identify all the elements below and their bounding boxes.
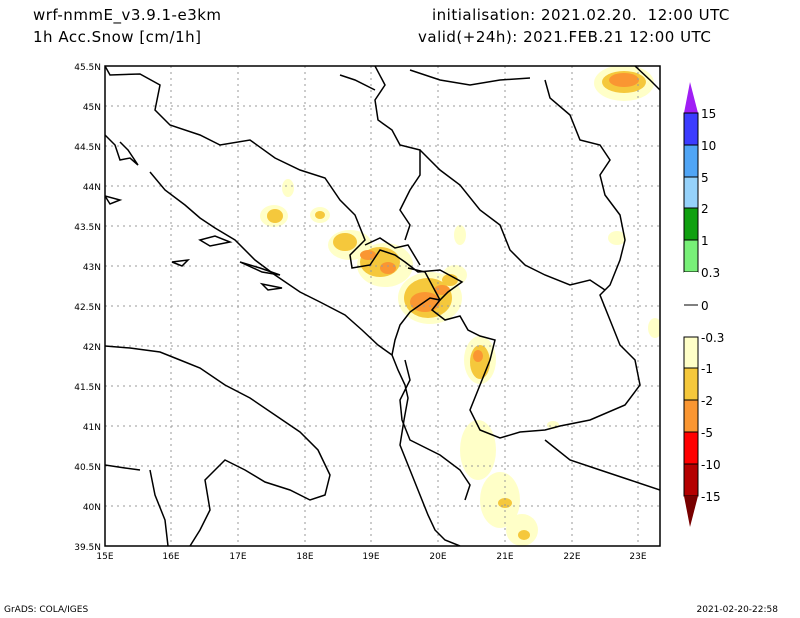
lat-tick: 42N xyxy=(83,343,101,353)
colorbar-label: 10 xyxy=(701,139,716,153)
lat-tick: 44N xyxy=(83,183,101,193)
coastlines xyxy=(105,66,660,546)
lat-tick: 45N xyxy=(83,103,101,113)
colorbar-label: 0 xyxy=(701,299,709,313)
lat-tick: 41.5N xyxy=(74,383,101,393)
lon-tick: 21E xyxy=(496,552,513,562)
lon-tick: 22E xyxy=(563,552,580,562)
colorbar-label: 1 xyxy=(701,234,709,248)
footer-timestamp: 2021-02-20-22:58 xyxy=(696,605,779,615)
colorbar-label: -1 xyxy=(701,362,713,376)
lon-tick: 17E xyxy=(229,552,246,562)
colorbar-label: -15 xyxy=(701,490,721,504)
lat-tick: 40.5N xyxy=(74,463,101,473)
colorbar xyxy=(683,82,699,527)
grid-lines xyxy=(105,66,660,546)
colorbar-label: -10 xyxy=(701,458,721,472)
colorbar-label: 5 xyxy=(701,171,709,185)
lon-tick: 20E xyxy=(429,552,446,562)
model-title: wrf-nmmE_v3.9.1-e3km xyxy=(33,6,222,24)
colorbar-label: -2 xyxy=(701,394,713,408)
lon-tick: 19E xyxy=(362,552,379,562)
colorbar-label: -5 xyxy=(701,426,713,440)
colorbar-label: 0.3 xyxy=(701,266,720,280)
lon-tick: 16E xyxy=(162,552,179,562)
colorbar-label: -0.3 xyxy=(701,331,724,345)
lat-tick: 42.5N xyxy=(74,303,101,313)
lon-tick: 23E xyxy=(629,552,646,562)
lat-tick: 45.5N xyxy=(74,63,101,73)
lat-tick: 40N xyxy=(83,503,101,513)
valid-time: valid(+24h): 2021.FEB.21 12:00 UTC xyxy=(418,28,712,46)
field-title: 1h Acc.Snow [cm/1h] xyxy=(33,28,202,46)
lat-tick: 43.5N xyxy=(74,223,101,233)
lat-tick: 43N xyxy=(83,263,101,273)
lat-tick: 41N xyxy=(83,423,101,433)
lon-tick: 18E xyxy=(296,552,313,562)
lon-tick: 15E xyxy=(96,552,113,562)
lat-tick: 44.5N xyxy=(74,143,101,153)
footer-credit: GrADS: COLA/IGES xyxy=(4,605,89,615)
lat-tick: 39.5N xyxy=(74,543,101,553)
colorbar-label: 15 xyxy=(701,107,716,121)
plot-frame xyxy=(104,65,661,547)
colorbar-label: 2 xyxy=(701,202,709,216)
init-time: initialisation: 2021.02.20. 12:00 UTC xyxy=(432,6,730,24)
